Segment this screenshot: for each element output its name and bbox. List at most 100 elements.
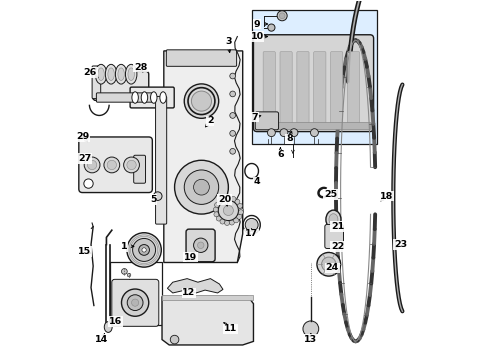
- Text: 13: 13: [304, 335, 317, 344]
- Circle shape: [321, 257, 335, 271]
- Text: 15: 15: [78, 247, 91, 256]
- Circle shape: [316, 252, 340, 276]
- Circle shape: [218, 201, 238, 221]
- Circle shape: [233, 218, 238, 223]
- Circle shape: [236, 214, 241, 219]
- Circle shape: [184, 84, 218, 118]
- Circle shape: [213, 212, 219, 217]
- Circle shape: [289, 129, 297, 136]
- Circle shape: [216, 216, 221, 221]
- Circle shape: [170, 335, 179, 344]
- FancyBboxPatch shape: [255, 112, 278, 130]
- Circle shape: [217, 199, 222, 204]
- Ellipse shape: [150, 92, 157, 103]
- Circle shape: [131, 299, 139, 306]
- Text: 21: 21: [330, 222, 344, 231]
- Circle shape: [229, 148, 235, 154]
- Text: 10: 10: [250, 32, 263, 41]
- FancyBboxPatch shape: [263, 51, 275, 124]
- FancyBboxPatch shape: [79, 137, 152, 193]
- Circle shape: [193, 238, 207, 252]
- Circle shape: [229, 73, 235, 79]
- FancyBboxPatch shape: [92, 66, 101, 99]
- FancyBboxPatch shape: [330, 51, 342, 124]
- Text: 8: 8: [285, 134, 292, 143]
- Circle shape: [238, 208, 243, 213]
- Text: 6: 6: [277, 150, 283, 159]
- FancyBboxPatch shape: [251, 10, 376, 144]
- Circle shape: [127, 273, 131, 277]
- Circle shape: [229, 91, 235, 97]
- Text: 16: 16: [108, 317, 122, 326]
- FancyBboxPatch shape: [133, 155, 145, 183]
- FancyBboxPatch shape: [93, 71, 148, 100]
- Text: 2: 2: [207, 116, 213, 125]
- Circle shape: [267, 129, 275, 136]
- FancyBboxPatch shape: [253, 35, 373, 132]
- Circle shape: [104, 157, 120, 173]
- Text: 5: 5: [149, 195, 156, 204]
- Circle shape: [126, 233, 161, 267]
- Text: 26: 26: [83, 68, 97, 77]
- Ellipse shape: [141, 92, 147, 103]
- Ellipse shape: [115, 64, 126, 84]
- Circle shape: [193, 179, 209, 195]
- Text: 23: 23: [393, 240, 406, 249]
- Text: 1: 1: [121, 242, 127, 251]
- FancyBboxPatch shape: [166, 50, 236, 66]
- FancyBboxPatch shape: [185, 229, 215, 262]
- Circle shape: [238, 210, 243, 215]
- Circle shape: [229, 220, 234, 225]
- Ellipse shape: [128, 68, 134, 81]
- Circle shape: [279, 13, 285, 19]
- Circle shape: [87, 160, 97, 170]
- Ellipse shape: [104, 321, 112, 332]
- Ellipse shape: [160, 92, 166, 103]
- Text: 20: 20: [218, 195, 231, 204]
- FancyBboxPatch shape: [257, 122, 369, 129]
- Text: 17: 17: [244, 229, 258, 238]
- Circle shape: [220, 219, 224, 224]
- Text: 12: 12: [182, 288, 195, 297]
- Text: 14: 14: [94, 335, 107, 344]
- Circle shape: [226, 195, 231, 201]
- Text: 11: 11: [223, 324, 236, 333]
- PathPatch shape: [163, 51, 242, 262]
- FancyBboxPatch shape: [280, 51, 292, 124]
- PathPatch shape: [162, 297, 253, 345]
- Circle shape: [121, 269, 127, 274]
- Circle shape: [303, 321, 318, 337]
- Circle shape: [139, 244, 149, 255]
- Circle shape: [310, 129, 318, 136]
- Ellipse shape: [325, 210, 340, 229]
- FancyBboxPatch shape: [96, 93, 152, 102]
- Circle shape: [237, 203, 242, 208]
- Circle shape: [267, 24, 274, 31]
- Circle shape: [83, 179, 93, 188]
- Ellipse shape: [95, 64, 106, 84]
- FancyBboxPatch shape: [346, 51, 359, 124]
- Text: 29: 29: [76, 132, 89, 141]
- Ellipse shape: [98, 68, 104, 81]
- Circle shape: [142, 248, 146, 252]
- Circle shape: [153, 192, 162, 201]
- Circle shape: [191, 91, 211, 111]
- Circle shape: [197, 242, 203, 248]
- Ellipse shape: [132, 92, 138, 103]
- Text: 22: 22: [330, 242, 344, 251]
- Ellipse shape: [328, 214, 337, 225]
- Text: 3: 3: [224, 37, 231, 46]
- Text: 7: 7: [251, 113, 257, 122]
- Ellipse shape: [108, 68, 114, 81]
- Text: 18: 18: [379, 192, 392, 201]
- Text: 19: 19: [183, 253, 197, 262]
- Circle shape: [214, 202, 219, 207]
- Circle shape: [229, 113, 235, 118]
- Circle shape: [213, 207, 218, 212]
- Circle shape: [132, 238, 155, 261]
- Circle shape: [234, 199, 240, 204]
- Circle shape: [221, 196, 226, 201]
- Circle shape: [174, 160, 228, 214]
- Circle shape: [244, 219, 258, 231]
- FancyBboxPatch shape: [324, 225, 343, 248]
